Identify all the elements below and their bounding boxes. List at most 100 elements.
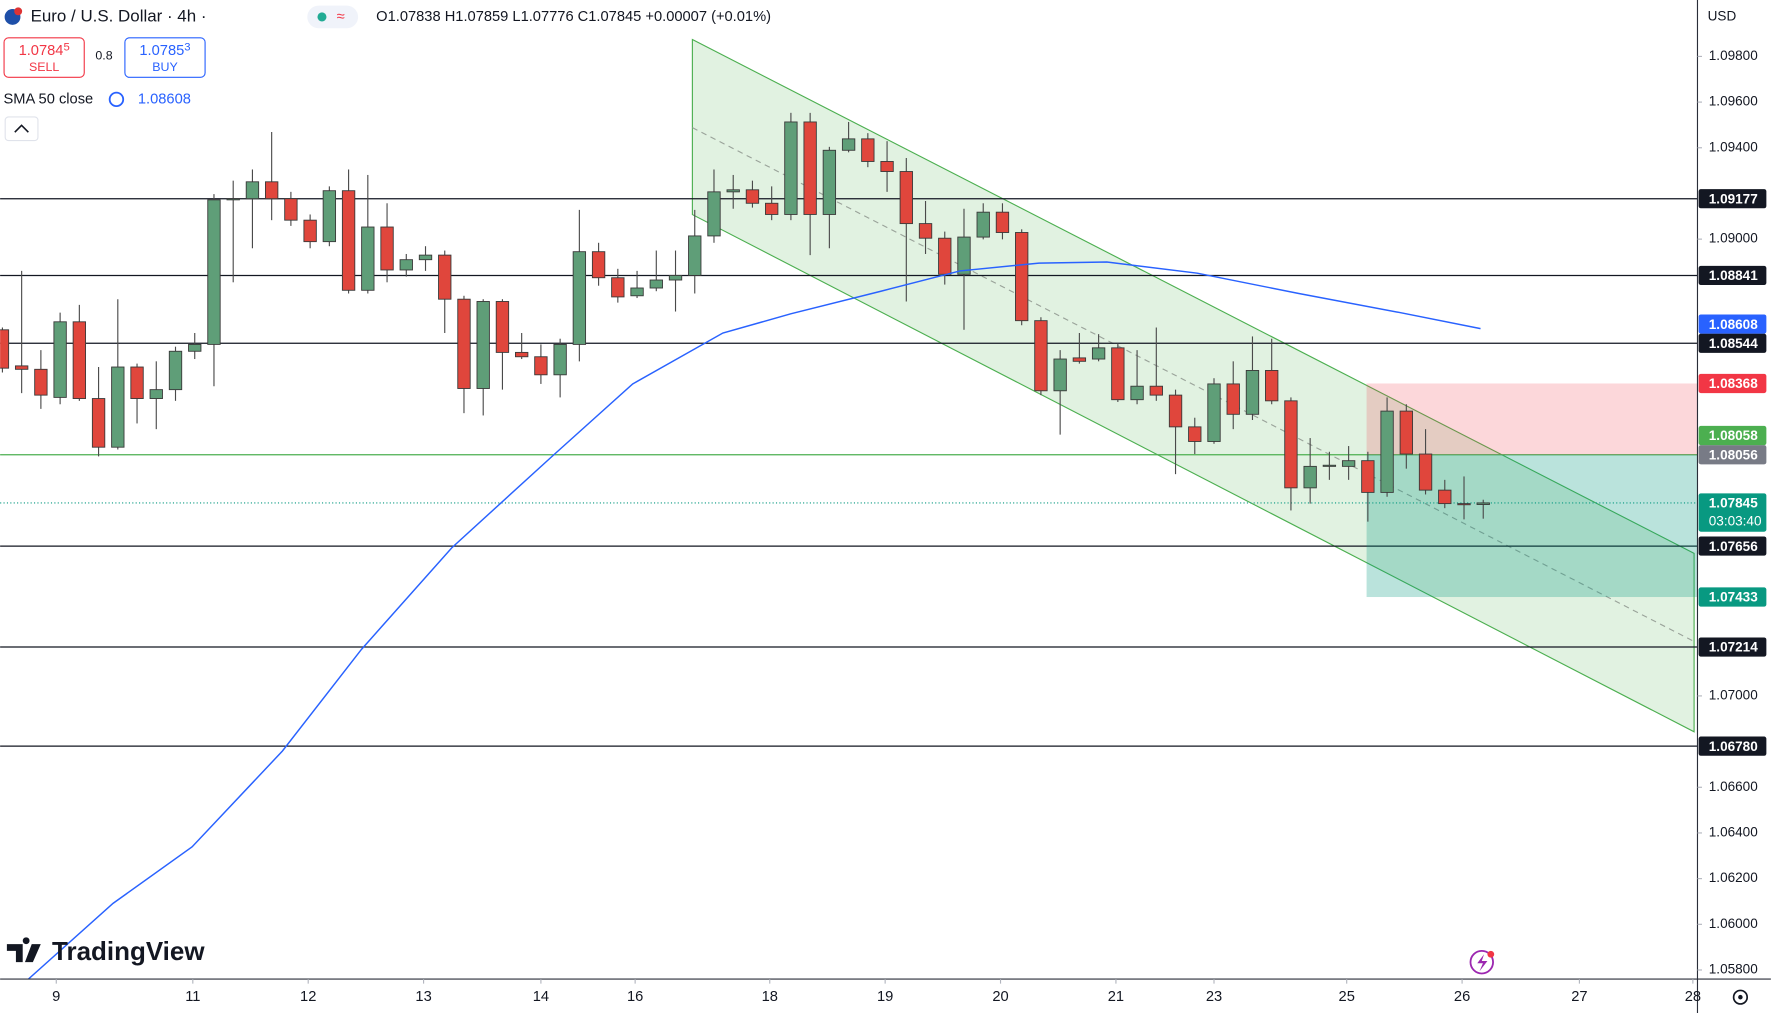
price-label: 1.08056 bbox=[1709, 447, 1758, 462]
alert-dot bbox=[1487, 950, 1495, 958]
y-tick-label: 1.09000 bbox=[1709, 231, 1758, 246]
target-zone bbox=[1366, 454, 1698, 598]
candle-body bbox=[726, 189, 740, 193]
candle-body bbox=[111, 366, 125, 448]
candle-body bbox=[14, 365, 29, 370]
candle-body bbox=[53, 321, 67, 398]
candle-body bbox=[34, 368, 48, 396]
candle-body bbox=[207, 199, 221, 345]
buy-pip: 3 bbox=[184, 41, 190, 53]
levels bbox=[0, 198, 1698, 747]
x-tick-label: 14 bbox=[533, 989, 549, 1005]
price-label: 1.06780 bbox=[1709, 739, 1758, 754]
y-tick-label: 1.09600 bbox=[1709, 94, 1758, 109]
sma bbox=[27, 261, 1481, 980]
price-label-bg bbox=[1698, 736, 1767, 756]
indicator-name[interactable]: SMA 50 close bbox=[4, 91, 94, 107]
candle-body bbox=[899, 171, 913, 225]
logo-mark bbox=[6, 937, 41, 963]
status-dot bbox=[317, 12, 327, 22]
price-label: 1.08608 bbox=[1709, 317, 1758, 332]
x-tick-label: 12 bbox=[300, 989, 316, 1005]
candle-body bbox=[1322, 464, 1337, 467]
candle-body bbox=[572, 251, 587, 345]
candle-body bbox=[918, 223, 933, 239]
candle-body bbox=[649, 279, 663, 289]
candle-body bbox=[957, 236, 971, 275]
candle-body bbox=[1438, 489, 1452, 505]
sell-label: SELL bbox=[29, 60, 59, 74]
collapse-button[interactable] bbox=[4, 116, 39, 142]
price-label: 1.07214 bbox=[1709, 640, 1758, 655]
candle-body bbox=[1303, 465, 1317, 489]
price-label-bg bbox=[1698, 536, 1767, 556]
status-pill[interactable] bbox=[307, 5, 359, 29]
sma-line bbox=[27, 261, 1481, 980]
sell-price: 1.0784 bbox=[19, 43, 64, 59]
x-tick-label: 25 bbox=[1339, 989, 1355, 1005]
lightning-icon[interactable] bbox=[1469, 949, 1494, 975]
y-tick-label: 1.09400 bbox=[1709, 139, 1758, 154]
stop-zone bbox=[1366, 383, 1698, 455]
price-label: 1.08368 bbox=[1709, 376, 1758, 391]
candle-body bbox=[1399, 410, 1413, 455]
price-label-bg bbox=[1698, 189, 1767, 209]
candle-body bbox=[591, 251, 606, 279]
axes: 1.09800 1.09600 1.09400 1.09000 1.07000 1.066… bbox=[52, 48, 1767, 1005]
x-tick-label: 28 bbox=[1685, 989, 1701, 1005]
candle-body bbox=[841, 138, 856, 151]
price-label: 1.07433 bbox=[1709, 590, 1758, 605]
spread: 0.8 bbox=[95, 49, 112, 63]
candle-body bbox=[611, 277, 625, 298]
candle-body bbox=[515, 351, 529, 358]
x-tick-label: 9 bbox=[52, 989, 60, 1005]
x-tick-label: 20 bbox=[992, 989, 1008, 1005]
price-label: 1.09177 bbox=[1709, 191, 1758, 206]
y-tick-label: 1.07000 bbox=[1709, 687, 1758, 702]
sell-button[interactable] bbox=[3, 37, 85, 78]
candle-body bbox=[1111, 347, 1125, 401]
candle-body bbox=[1091, 347, 1106, 360]
candle-body bbox=[803, 121, 817, 215]
refresh-icon[interactable] bbox=[108, 91, 125, 108]
candle-body bbox=[1053, 358, 1067, 392]
candle-body bbox=[688, 235, 702, 276]
settings-icon[interactable] bbox=[1732, 989, 1749, 1005]
buy-label: BUY bbox=[152, 60, 178, 74]
x-tick-label: 27 bbox=[1571, 989, 1587, 1005]
y-tick-label: 1.06000 bbox=[1709, 916, 1758, 931]
candle-body bbox=[1072, 357, 1087, 362]
candle-body bbox=[188, 343, 202, 352]
buy-button[interactable] bbox=[124, 37, 206, 78]
x-tick-label: 23 bbox=[1206, 989, 1222, 1005]
logo-text: TradingView bbox=[52, 936, 205, 966]
symbol[interactable]: Euro / U.S. Dollar · 4h · bbox=[31, 6, 207, 25]
drawings bbox=[691, 38, 1695, 733]
x-tick-label: 26 bbox=[1454, 989, 1470, 1005]
buy-price: 1.07853 bbox=[139, 41, 190, 58]
candle-body bbox=[1034, 320, 1048, 392]
candle-body bbox=[438, 254, 452, 300]
price-label: 1.07845 bbox=[1709, 496, 1758, 511]
candle-body bbox=[91, 398, 106, 448]
x-tick-label: 19 bbox=[877, 989, 893, 1005]
currency[interactable]: USD bbox=[1708, 9, 1737, 24]
candle-body bbox=[303, 219, 317, 243]
sell-pip: 5 bbox=[63, 41, 69, 53]
candle-body bbox=[1245, 370, 1260, 415]
candle-body bbox=[1015, 232, 1029, 322]
ohlc: O1.07838 H1.07859 L1.07776 C1.07845 +0.0… bbox=[376, 9, 771, 25]
candle-body bbox=[284, 198, 298, 221]
position-box bbox=[1366, 383, 1698, 598]
candle-body bbox=[534, 356, 548, 376]
price-label-bg bbox=[1698, 587, 1767, 607]
candle-body bbox=[1457, 503, 1471, 506]
candle-body bbox=[938, 237, 952, 275]
candle-body bbox=[264, 181, 279, 200]
indicator-value: 1.08608 bbox=[138, 91, 191, 107]
candle-body bbox=[822, 149, 837, 215]
price-label: 1.07656 bbox=[1709, 539, 1758, 554]
candles bbox=[0, 112, 1490, 522]
